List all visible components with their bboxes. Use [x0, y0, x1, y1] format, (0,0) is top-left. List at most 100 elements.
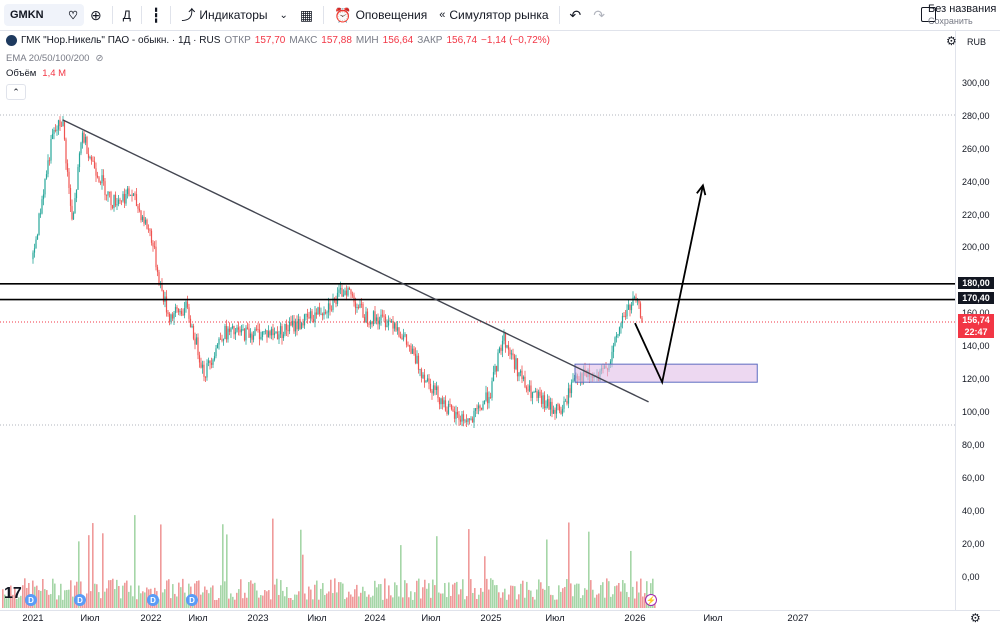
candle-body — [39, 213, 42, 215]
candle-body — [521, 370, 523, 380]
candle-body — [48, 160, 51, 162]
chart-settings-icon[interactable]: ⚙ — [970, 611, 981, 625]
volume-bar — [8, 590, 10, 608]
alerts-button[interactable]: ⏰ Оповещения — [328, 0, 433, 30]
heart-icon[interactable]: ♡ — [68, 9, 78, 22]
volume-bar — [634, 598, 636, 608]
candle-body — [338, 289, 340, 293]
candle-body — [96, 175, 99, 178]
volume-bar — [408, 597, 410, 608]
volume-bar — [160, 524, 162, 608]
price-tick-label: 300,00 — [962, 78, 990, 88]
tradingview-logo-icon[interactable]: 17 — [4, 585, 22, 602]
currency-label[interactable]: RUB — [966, 37, 986, 47]
dividend-marker[interactable]: D — [147, 594, 159, 606]
price-chart[interactable] — [0, 30, 1000, 610]
volume-bar — [120, 598, 122, 608]
layout-save-area[interactable]: Без названия Сохранить — [928, 0, 1000, 30]
volume-bar — [64, 590, 66, 608]
volume-bar — [370, 597, 372, 608]
replay-button[interactable]: « Симулятор рынка — [433, 0, 554, 30]
price-tick-label: 0,00 — [962, 572, 980, 582]
candle-body — [186, 301, 189, 308]
candle-body — [518, 372, 520, 377]
earnings-marker[interactable]: ⚡ — [645, 594, 657, 606]
volume-label[interactable]: Объём — [6, 68, 37, 79]
candle-body — [449, 404, 451, 405]
dividend-marker[interactable]: D — [186, 594, 198, 606]
templates-button[interactable]: ▦ — [294, 0, 319, 30]
indicators-button[interactable]: ⤴ Индикаторы — [175, 0, 273, 30]
volume-bar — [248, 582, 250, 608]
volume-value: 1,4 M — [42, 68, 67, 79]
save-label[interactable]: Сохранить — [928, 16, 973, 26]
volume-bar — [576, 583, 578, 608]
price-tick-label: 140,00 — [962, 341, 990, 351]
candle-body — [344, 290, 346, 295]
close-value: 156,74 — [446, 35, 478, 46]
volume-bar — [642, 596, 644, 608]
volume-bar — [318, 599, 320, 608]
candle-body — [381, 314, 384, 316]
symbol-search-button[interactable]: GMKN ♡ — [4, 4, 84, 26]
interval-button[interactable]: Д — [117, 0, 137, 30]
time-tick-label: 2025 — [480, 613, 502, 624]
candle-body — [627, 304, 630, 310]
candle-body — [527, 389, 529, 391]
candle-body — [147, 228, 150, 230]
candle-body — [99, 181, 102, 184]
candle-body — [68, 171, 70, 188]
candle-body — [108, 191, 111, 193]
candle-body — [356, 307, 358, 309]
candle-body — [290, 321, 292, 326]
candle-body — [60, 126, 63, 127]
layout-checkbox[interactable] — [921, 7, 936, 22]
volume-bar — [394, 582, 396, 608]
candle-body — [138, 208, 141, 211]
volume-bar — [452, 584, 454, 608]
candle-body — [471, 418, 474, 423]
candle-body — [438, 398, 441, 405]
volume-bar — [42, 578, 44, 608]
candle-body — [128, 188, 130, 196]
candle-body — [317, 307, 319, 315]
volume-bar — [320, 588, 322, 608]
volume-bar — [130, 585, 132, 608]
candle-body — [221, 339, 223, 341]
volume-bar — [66, 589, 68, 608]
dividend-marker[interactable]: D — [25, 594, 37, 606]
candle-body — [552, 409, 555, 414]
candle-body — [470, 418, 472, 420]
dividend-marker[interactable]: D — [74, 594, 86, 606]
candle-body — [494, 365, 496, 373]
volume-bar — [484, 556, 486, 608]
volume-bar — [520, 583, 522, 608]
time-tick-label: Июл — [80, 613, 100, 624]
candle-body — [312, 319, 315, 322]
change-value: −1,14 (−0,72%) — [481, 35, 550, 46]
volume-bar — [402, 597, 404, 608]
indicators-dropdown[interactable]: ⌄ — [274, 0, 294, 30]
collapse-legend-button[interactable]: ⌃ — [6, 84, 26, 100]
volume-bar — [524, 597, 526, 608]
candle-body — [419, 369, 421, 371]
volume-bar — [440, 593, 442, 608]
settings-icon[interactable]: ⚙ — [946, 34, 957, 48]
series-title[interactable]: ГМК "Нор.Никель" ПАО - обыкн. · 1Д · RUS — [21, 35, 221, 46]
chart-type-button[interactable]: ┇ — [146, 0, 166, 30]
volume-bar — [250, 580, 252, 608]
ema-label[interactable]: EMA 20/50/100/200 — [6, 53, 90, 64]
undo-button[interactable]: ↶ — [564, 0, 588, 30]
redo-button[interactable]: ↷ — [587, 0, 611, 30]
candle-body — [209, 360, 211, 364]
candle-body — [59, 120, 61, 127]
candle-body — [348, 288, 351, 290]
eye-hidden-icon[interactable]: ⊘ — [95, 53, 104, 64]
compare-button[interactable]: ⊕ — [84, 0, 108, 30]
candle-body — [299, 318, 301, 329]
volume-bar — [442, 593, 444, 608]
candle-body — [539, 391, 541, 396]
candle-body — [330, 309, 333, 311]
volume-bar — [406, 583, 408, 608]
volume-bar — [562, 588, 564, 608]
